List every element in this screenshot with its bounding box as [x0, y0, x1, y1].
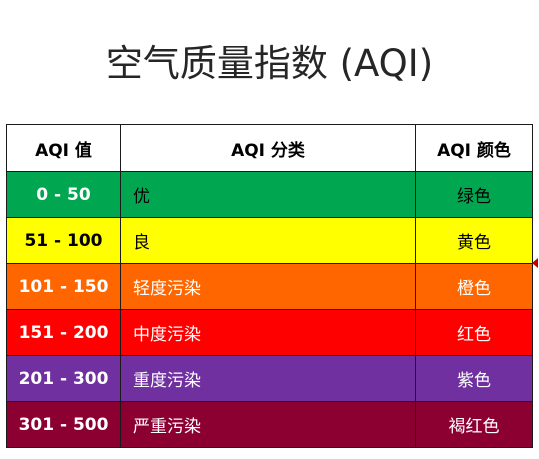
table-row: 201 - 300 重度污染 紫色: [6, 355, 533, 402]
red-arrow-marker: [532, 258, 538, 268]
table-row: 151 - 200 中度污染 红色: [6, 309, 533, 356]
aqi-color-name-cell: 绿色: [415, 171, 533, 218]
aqi-table: AQI 值 AQI 分类 AQI 颜色 0 - 50 优 绿色 51 - 100…: [6, 124, 533, 448]
page-title: 空气质量指数 (AQI): [105, 42, 434, 85]
aqi-color-name-cell: 红色: [415, 309, 533, 356]
table-row: 0 - 50 优 绿色: [6, 171, 533, 218]
aqi-color-name-cell: 黄色: [415, 217, 533, 264]
table-header-row: AQI 值 AQI 分类 AQI 颜色: [6, 124, 533, 172]
aqi-category-cell: 良: [120, 217, 416, 264]
aqi-category-cell: 中度污染: [120, 309, 416, 356]
aqi-range-cell: 101 - 150: [6, 263, 121, 310]
aqi-range-cell: 51 - 100: [6, 217, 121, 264]
aqi-color-name-cell: 褐红色: [415, 401, 533, 448]
table-row: 51 - 100 良 黄色: [6, 217, 533, 264]
aqi-category-cell: 优: [120, 171, 416, 218]
aqi-range-cell: 151 - 200: [6, 309, 121, 356]
aqi-range-cell: 0 - 50: [6, 171, 121, 218]
aqi-range-cell: 201 - 300: [6, 355, 121, 402]
aqi-color-name-cell: 橙色: [415, 263, 533, 310]
aqi-category-cell: 严重污染: [120, 401, 416, 448]
header-aqi-color: AQI 颜色: [415, 124, 533, 172]
aqi-color-name-cell: 紫色: [415, 355, 533, 402]
aqi-category-cell: 重度污染: [120, 355, 416, 402]
table-row: 301 - 500 严重污染 褐红色: [6, 401, 533, 448]
table-row: 101 - 150 轻度污染 橙色: [6, 263, 533, 310]
header-aqi-value: AQI 值: [6, 124, 121, 172]
aqi-range-cell: 301 - 500: [6, 401, 121, 448]
aqi-category-cell: 轻度污染: [120, 263, 416, 310]
header-aqi-category: AQI 分类: [120, 124, 416, 172]
